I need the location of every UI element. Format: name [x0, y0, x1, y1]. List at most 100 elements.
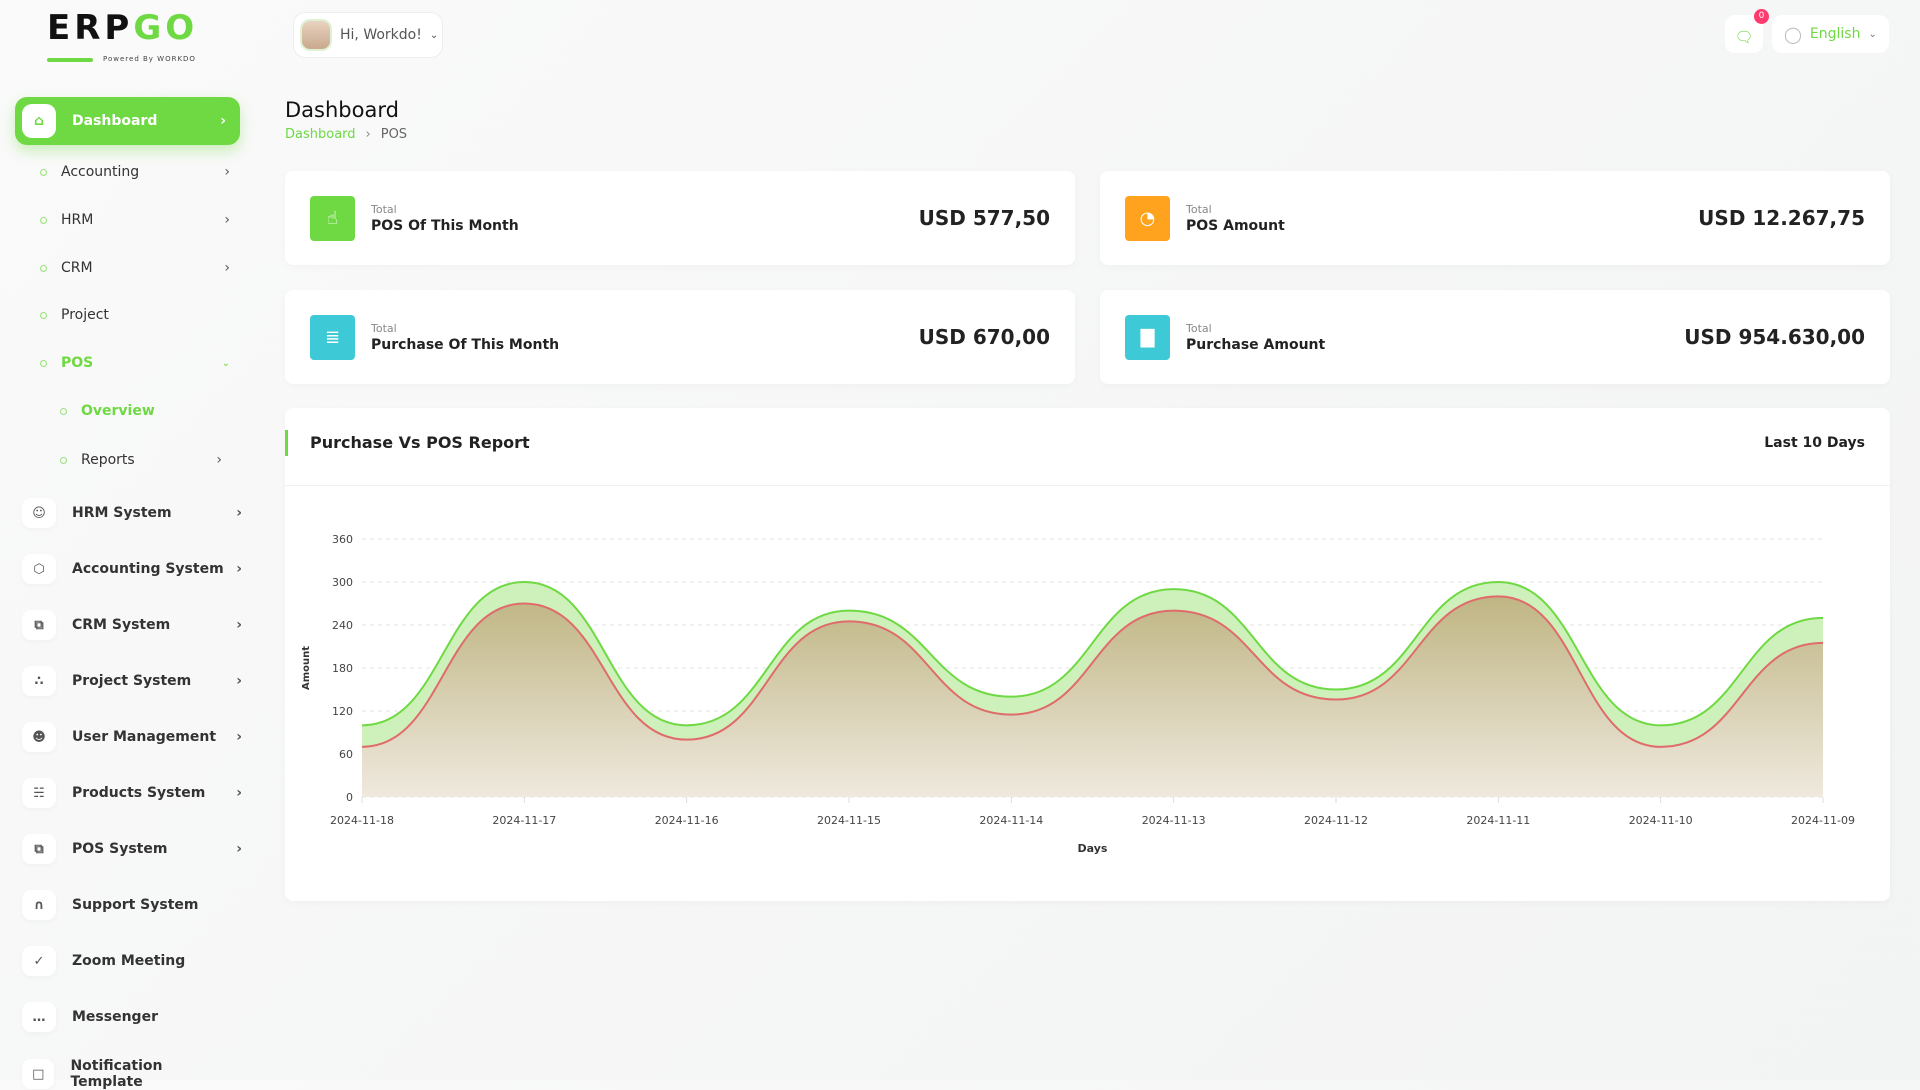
layers-icon: ⧉ [22, 610, 56, 640]
sidebar-support-system[interactable]: ∩ Support System [22, 890, 232, 920]
box-icon: ⬡ [22, 554, 56, 584]
headphones-icon: ∩ [22, 890, 56, 920]
report-title: Purchase Vs POS Report [310, 433, 530, 452]
sidebar-item-label: Zoom Meeting [72, 953, 186, 969]
x-tick-label: 2024-11-18 [330, 814, 394, 827]
y-tick-label: 300 [332, 576, 353, 589]
sidebar-item-label: Messenger [72, 1009, 158, 1025]
avatar [300, 19, 332, 51]
sidebar-item-label: CRM [61, 260, 93, 276]
chevron-right-icon: › [236, 561, 242, 577]
chevron-right-icon: › [236, 841, 242, 857]
range-select[interactable]: Last 10 Days [1764, 435, 1865, 451]
sidebar-accounting-system[interactable]: ⬡ Accounting System › [22, 554, 242, 584]
logo-powered: Powered By WORKDO [103, 55, 196, 63]
bar-chart-icon: ▇ [1125, 314, 1170, 360]
sidebar-pos-system[interactable]: ⧉ POS System › [22, 834, 242, 864]
hand-pointer-icon: ☝ [310, 195, 355, 241]
stat-label: Purchase Amount [1186, 336, 1326, 353]
sidebar-zoom-meeting[interactable]: ✓ Zoom Meeting [22, 946, 232, 976]
sidebar-item-hrm[interactable]: HRM › [40, 212, 230, 228]
chevron-right-icon: › [216, 452, 222, 468]
y-tick-label: 240 [332, 619, 353, 632]
sidebar-item-label: CRM System [72, 617, 171, 633]
x-tick-label: 2024-11-14 [979, 814, 1043, 827]
chevron-down-icon: ⌄ [429, 29, 439, 41]
x-tick-label: 2024-11-10 [1629, 814, 1693, 827]
logo[interactable]: ERPGO Powered By WORKDO [47, 8, 217, 70]
stat-card: ▇ Total Purchase Amount USD 954.630,00 [1100, 290, 1890, 384]
sidebar-item-crm[interactable]: CRM › [40, 260, 230, 276]
chevron-right-icon: › [236, 505, 242, 521]
notification-icon: □ [22, 1059, 55, 1089]
chevron-right-icon: › [220, 113, 226, 129]
sidebar-project-system[interactable]: ∴ Project System › [22, 666, 242, 696]
message-icon: 🗨 [1734, 28, 1754, 46]
stat-caption: Total [371, 202, 397, 216]
x-tick-label: 2024-11-13 [1142, 814, 1206, 827]
y-tick-label: 360 [332, 533, 353, 546]
user-check-icon: ✓ [22, 946, 56, 976]
sidebar-item-label: HRM System [72, 505, 172, 521]
sidebar-notification-template[interactable]: □ Notification Template [22, 1058, 232, 1090]
user-icon: ☺ [22, 498, 56, 528]
stat-value: USD 670,00 [918, 325, 1050, 349]
sidebar-item-label: HRM [61, 212, 94, 228]
breadcrumb-dashboard[interactable]: Dashboard [285, 127, 356, 142]
language-label: English [1809, 26, 1861, 42]
user-menu[interactable]: Hi, Workdo! ⌄ [293, 12, 443, 58]
stat-card: ≣ Total Purchase Of This Month USD 670,00 [285, 290, 1075, 384]
chevron-right-icon: › [224, 260, 230, 276]
clipboard-icon: ≣ [310, 314, 355, 360]
sidebar-item-label: Products System [72, 785, 206, 801]
sidebar-item-label: Notification Template [70, 1058, 163, 1090]
sidebar-item-reports[interactable]: Reports › [60, 452, 222, 468]
sidebar-hrm-system[interactable]: ☺ HRM System › [22, 498, 242, 528]
sidebar-item-label: User Management [72, 729, 217, 745]
report-card: Purchase Vs POS Report Last 10 Days 0 60 1… [285, 408, 1890, 901]
x-tick-label: 2024-11-16 [655, 814, 719, 827]
layers-icon: ⧉ [22, 834, 56, 864]
chevron-right-icon: › [224, 212, 230, 228]
x-tick-label: 2024-11-09 [1791, 814, 1855, 827]
pie-chart-icon: ◔ [1125, 195, 1170, 241]
x-tick-label: 2024-11-17 [492, 814, 556, 827]
sidebar-crm-system[interactable]: ⧉ CRM System › [22, 610, 242, 640]
chevron-right-icon: › [236, 785, 242, 801]
cart-icon: ☵ [22, 778, 56, 808]
x-tick-label: 2024-11-15 [817, 814, 881, 827]
chevron-right-icon: › [236, 673, 242, 689]
messages-button[interactable]: 🗨 0 [1725, 9, 1769, 53]
globe-icon: ◯ [1784, 24, 1802, 44]
breadcrumb-pos: POS [380, 127, 408, 142]
dot-icon [40, 216, 47, 224]
chevron-right-icon: › [224, 164, 230, 180]
series-line-0 [361, 580, 1824, 727]
chevron-right-icon: › [236, 617, 242, 633]
sidebar-item-project[interactable]: Project [40, 307, 230, 323]
dot-icon [40, 359, 47, 367]
x-tick-label: 2024-11-12 [1304, 814, 1368, 827]
sidebar-item-label: Project [61, 307, 109, 323]
home-icon: ⌂ [22, 104, 56, 138]
sidebar-item-dashboard[interactable]: ⌂ Dashboard › [15, 97, 240, 145]
sidebar-item-label: Project System [72, 673, 192, 689]
stat-card: ◔ Total POS Amount USD 12.267,75 [1100, 171, 1890, 265]
sidebar-user-management[interactable]: ☻ User Management › [22, 722, 242, 752]
language-select[interactable]: ◯ English ⌄ [1772, 15, 1889, 53]
sidebar-item-accounting[interactable]: Accounting › [40, 164, 230, 180]
sidebar-item-label: Reports [81, 452, 135, 468]
breadcrumb: Dashboard › POS [285, 127, 407, 142]
series-line-1 [361, 595, 1824, 748]
sidebar-item-label: POS System [72, 841, 168, 857]
sidebar-item-overview[interactable]: Overview [60, 403, 222, 419]
sidebar-item-pos[interactable]: POS ⌄ [40, 355, 230, 371]
stat-caption: Total [1186, 321, 1212, 335]
stat-label: POS Amount [1186, 217, 1285, 234]
sidebar-messenger[interactable]: … Messenger [22, 1002, 232, 1032]
x-axis-title: Days [1078, 842, 1108, 855]
y-tick-label: 180 [332, 662, 353, 675]
sidebar-products-system[interactable]: ☵ Products System › [22, 778, 242, 808]
y-tick-label: 120 [332, 705, 353, 718]
sidebar-item-label: Overview [81, 403, 155, 419]
